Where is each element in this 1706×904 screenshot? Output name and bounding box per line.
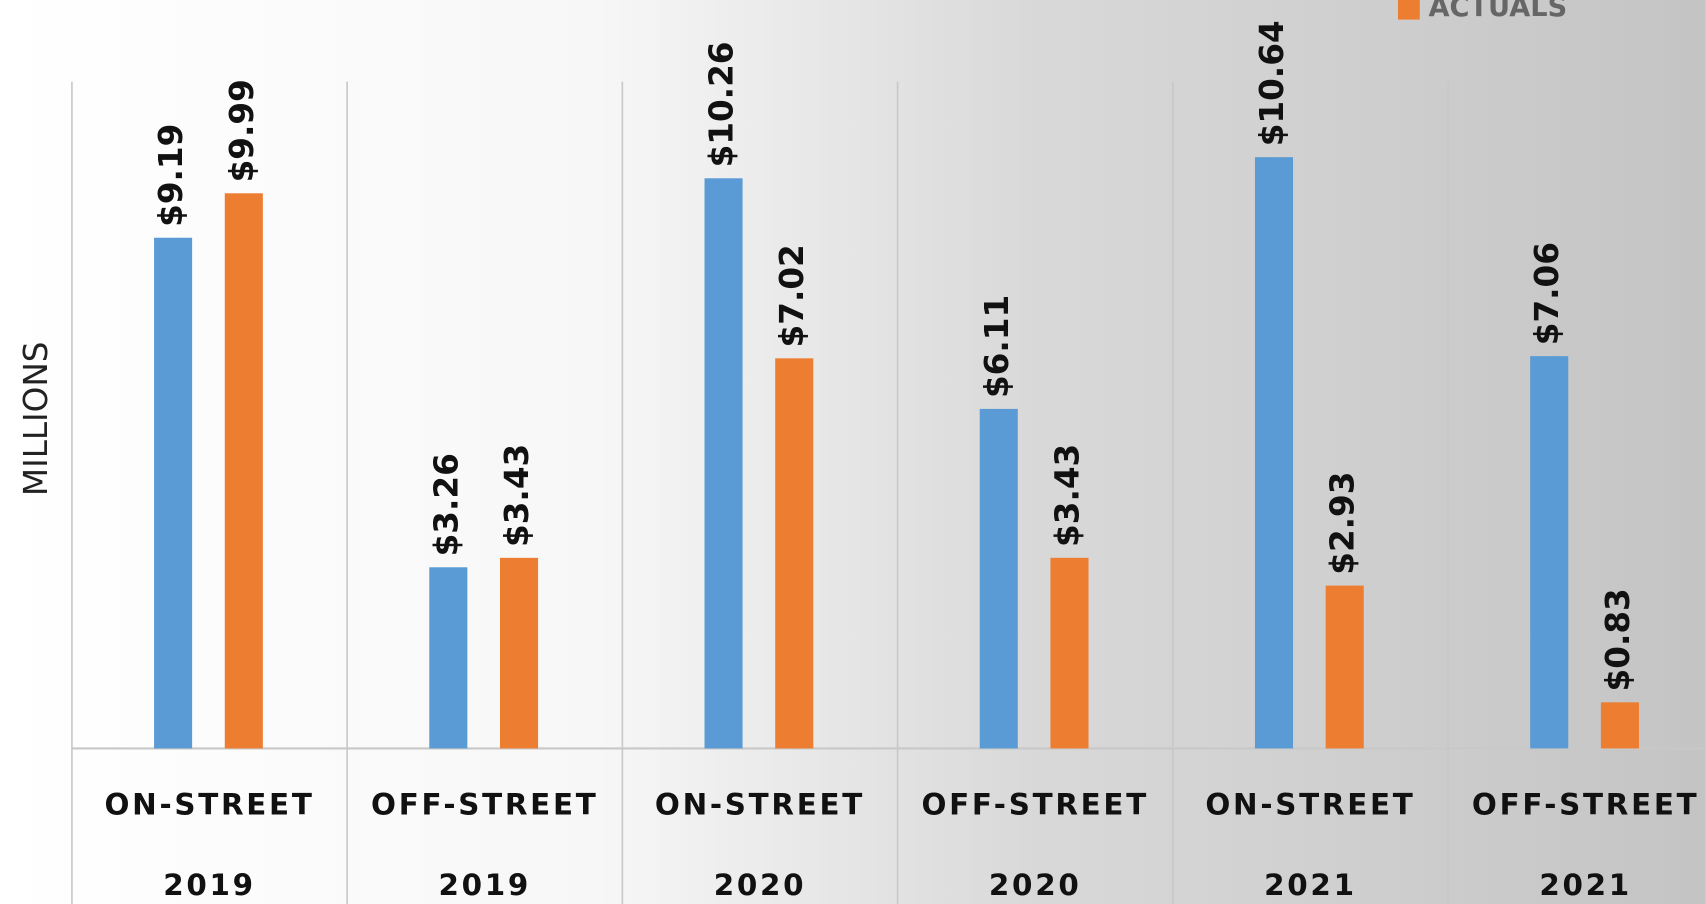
value-label: $2.93 bbox=[1324, 472, 1362, 575]
x-tick-label: OFF-STREET bbox=[921, 788, 1148, 822]
value-label: $3.43 bbox=[1048, 444, 1086, 547]
value-label: $0.83 bbox=[1599, 588, 1637, 691]
value-label: $6.11 bbox=[978, 295, 1016, 398]
value-label: $10.26 bbox=[703, 41, 741, 167]
value-label: $7.02 bbox=[773, 244, 811, 347]
x-tick-label: OFF-STREET bbox=[1472, 788, 1699, 822]
bar bbox=[979, 408, 1018, 749]
value-label: $9.99 bbox=[223, 79, 261, 182]
bar bbox=[1600, 702, 1639, 749]
value-label: $3.26 bbox=[427, 453, 465, 556]
value-label: $7.06 bbox=[1528, 242, 1566, 345]
bar bbox=[429, 567, 468, 749]
y-axis-label: MILLIONS bbox=[17, 342, 55, 497]
bar bbox=[1254, 157, 1294, 749]
x-tick-year: 2020 bbox=[714, 868, 807, 902]
legend-swatch bbox=[1398, 0, 1420, 20]
x-tick-year: 2019 bbox=[163, 868, 256, 902]
bar bbox=[1325, 585, 1364, 749]
bar bbox=[775, 358, 814, 749]
x-tick-label: ON-STREET bbox=[1205, 788, 1415, 822]
x-tick-year: 2021 bbox=[1539, 868, 1632, 902]
bar bbox=[1530, 356, 1569, 749]
x-tick-label: ON-STREET bbox=[655, 788, 865, 822]
x-tick-label: ON-STREET bbox=[104, 788, 314, 822]
value-label: $3.43 bbox=[498, 444, 536, 547]
legend-label: ACTUALS bbox=[1428, 0, 1567, 23]
x-tick-year: 2019 bbox=[438, 868, 531, 902]
bar bbox=[499, 557, 539, 749]
x-tick-year: 2020 bbox=[989, 868, 1082, 902]
value-label: $9.19 bbox=[152, 124, 190, 227]
bar bbox=[154, 237, 193, 749]
bar bbox=[224, 193, 263, 749]
x-tick-year: 2021 bbox=[1264, 868, 1357, 902]
bar bbox=[704, 178, 743, 749]
bar bbox=[1050, 557, 1089, 749]
x-tick-label: OFF-STREET bbox=[371, 788, 598, 822]
value-label: $10.64 bbox=[1253, 20, 1291, 146]
